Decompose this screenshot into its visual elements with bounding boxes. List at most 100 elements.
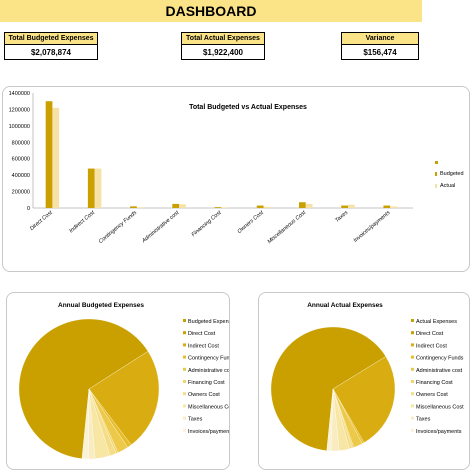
bar-actual xyxy=(179,204,186,208)
legend-swatch xyxy=(411,416,414,420)
legend-label: Invoices/payments xyxy=(416,429,462,435)
legend-swatch xyxy=(435,184,437,188)
bar-budgeted xyxy=(214,207,222,208)
x-tick-label: Indirect Cost xyxy=(68,210,96,235)
legend-label: Owners Cost xyxy=(416,392,448,398)
legend-swatch xyxy=(411,380,414,383)
x-tick-label: Taxes xyxy=(334,210,349,224)
x-tick-label: Financing Cost xyxy=(191,210,223,238)
bar-budgeted xyxy=(383,205,391,208)
bar-budgeted xyxy=(341,205,348,208)
legend-header: Actual Expenses xyxy=(416,319,457,325)
kpi-value: $1,922,400 xyxy=(202,48,244,57)
legend-label: Contingency Funds xyxy=(188,356,229,362)
pie-chart-panel-budgeted: Annual Budgeted Expenses Budgeted Expense… xyxy=(6,292,237,470)
pie-slice xyxy=(332,356,396,443)
y-tick-label: 1200000 xyxy=(9,107,30,113)
kpi-label: Total Budgeted Expenses xyxy=(5,33,97,45)
legend-swatch xyxy=(183,416,186,420)
legend-label: Indirect Cost xyxy=(188,343,219,349)
bar-actual xyxy=(263,206,271,208)
legend-swatch xyxy=(411,367,414,371)
y-tick-label: 1400000 xyxy=(9,91,30,97)
legend-swatch xyxy=(183,343,186,347)
y-tick-label: 0 xyxy=(27,206,30,212)
y-tick-label: 600000 xyxy=(12,157,30,163)
chart-title: Annual Actual Expenses xyxy=(307,302,383,309)
x-tick-label: Invoices/payments xyxy=(353,210,392,244)
x-tick-label: Administrative cost xyxy=(140,210,180,245)
pie-slice xyxy=(88,351,160,446)
bar-chart: Total Budgeted vs Actual Expenses 0 200000… xyxy=(9,91,464,246)
legend-swatch xyxy=(411,404,414,408)
pie-chart-panel-actual: Annual Actual Expenses Actual Expenses Dir… xyxy=(258,292,470,470)
pie-chart-budgeted: Annual Budgeted Expenses Budgeted Expense… xyxy=(18,302,237,460)
legend-label: Administrative cost xyxy=(188,368,229,374)
y-tick-label: 400000 xyxy=(12,173,30,179)
bar-actual xyxy=(136,207,144,208)
bar-budgeted xyxy=(299,202,306,208)
legend-label: Actual xyxy=(440,183,455,189)
legend-swatch xyxy=(411,331,414,335)
pie-slice xyxy=(18,318,149,459)
x-tick-label: Direct Cost xyxy=(29,210,54,232)
x-tick-label: Owners Cost xyxy=(237,210,266,235)
bar-actual xyxy=(305,203,313,208)
x-tick-label: Miscellaneous Cost xyxy=(267,210,308,246)
bar-budgeted xyxy=(130,206,137,208)
kpi-value: $156,474 xyxy=(363,48,397,57)
legend-swatch xyxy=(411,319,414,322)
legend-label: Financing Cost xyxy=(416,380,453,386)
legend-label: Direct Cost xyxy=(416,331,444,337)
legend-label: Contingency Funds xyxy=(416,356,464,362)
legend-label: Budgeted xyxy=(440,171,464,177)
dashboard-title: DASHBOARD xyxy=(0,0,422,22)
bar-actual xyxy=(52,107,60,208)
kpi-variance: Variance $156,474 xyxy=(341,32,419,60)
bar-actual xyxy=(390,206,397,208)
legend-swatch xyxy=(183,367,186,371)
x-tick-label: Contingency Funds xyxy=(98,210,138,245)
bar-budgeted xyxy=(256,205,264,208)
legend-swatch xyxy=(411,343,414,347)
legend-swatch xyxy=(183,392,186,396)
kpi-label: Total Actual Expenses xyxy=(182,33,264,45)
bar-budgeted xyxy=(172,203,180,208)
legend-header: Budgeted Expenses xyxy=(188,319,229,325)
legend-swatch xyxy=(183,355,186,359)
pie-slice xyxy=(270,326,386,451)
bar-actual xyxy=(221,207,229,208)
y-tick-label: 1000000 xyxy=(9,124,30,130)
bar-chart-panel: Total Budgeted vs Actual Expenses 0 200000… xyxy=(2,86,470,272)
chart-title: Total Budgeted vs Actual Expenses xyxy=(189,104,307,111)
chart-title: Annual Budgeted Expenses xyxy=(58,302,144,309)
legend-label: Taxes xyxy=(188,417,203,423)
legend-swatch xyxy=(411,392,414,396)
legend-swatch xyxy=(411,355,414,359)
legend-swatch xyxy=(183,331,186,335)
legend-label: Invoices/payments xyxy=(188,429,229,435)
y-tick-label: 800000 xyxy=(12,140,30,146)
legend-swatch xyxy=(435,172,437,176)
legend-swatch xyxy=(183,404,186,408)
y-tick-label: 200000 xyxy=(12,190,30,196)
bar-actual xyxy=(347,204,355,208)
kpi-label: Variance xyxy=(342,33,418,45)
pie-chart-actual: Annual Actual Expenses Actual Expenses Dir… xyxy=(270,302,464,452)
legend-label: Taxes xyxy=(416,417,431,423)
legend-label: Miscellaneous Cost xyxy=(416,404,464,410)
legend-label: Administrative cost xyxy=(416,368,463,374)
legend-label: Owners Cost xyxy=(188,392,220,398)
legend-swatch xyxy=(411,428,414,432)
legend-swatch xyxy=(183,319,186,322)
legend-swatch xyxy=(435,161,438,164)
bar-budgeted xyxy=(45,101,53,208)
legend-label: Financing Cost xyxy=(188,380,225,386)
legend-label: Indirect Cost xyxy=(416,343,447,349)
kpi-total-actual: Total Actual Expenses $1,922,400 xyxy=(181,32,265,60)
legend-swatch xyxy=(183,380,186,383)
kpi-value: $2,078,874 xyxy=(30,48,72,57)
pie-slice xyxy=(326,388,334,452)
kpi-total-budgeted: Total Budgeted Expenses $2,078,874 xyxy=(4,32,98,60)
pie-slice xyxy=(81,388,90,460)
